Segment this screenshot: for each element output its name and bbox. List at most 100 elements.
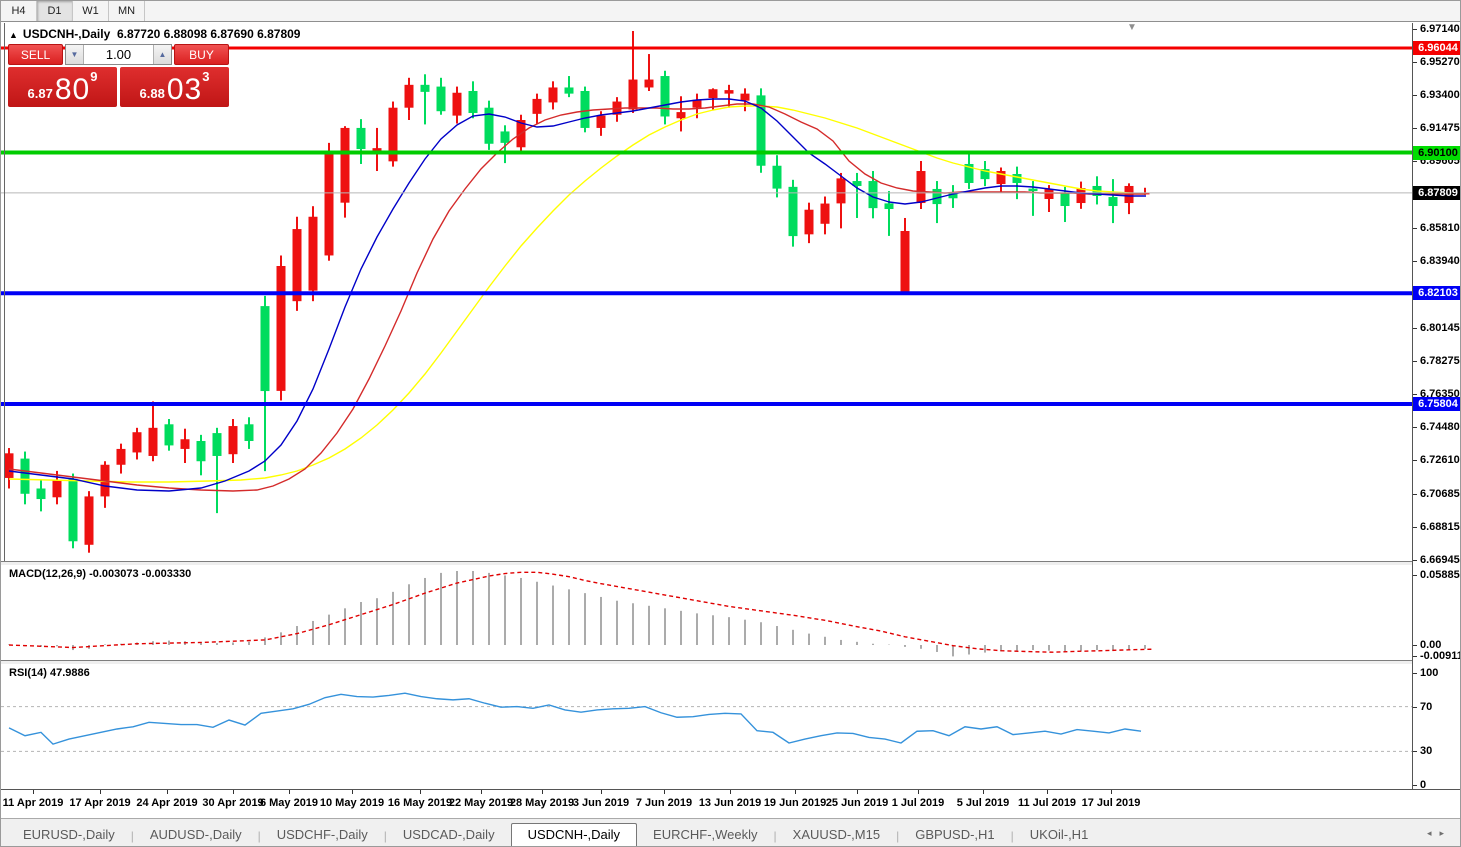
price-axis-label: 6.83940 [1420, 254, 1460, 267]
rsi-axis-30: 30 [1420, 745, 1433, 758]
date-tick [420, 790, 421, 794]
candle-body [324, 153, 334, 256]
macd-axis-zero: 0.00 [1420, 639, 1442, 651]
axis-tick [1413, 751, 1417, 753]
candle-body [1060, 193, 1070, 207]
date-tick [233, 790, 234, 794]
candle-body [804, 209, 814, 235]
price-axis-label: 6.72610 [1420, 454, 1460, 467]
tab-audusd-daily[interactable]: AUDUSD-,Daily [149, 827, 242, 842]
timeframe-button-d1[interactable]: D1 [37, 1, 73, 21]
volume-input[interactable]: 1.00 [105, 47, 132, 62]
date-tick [601, 790, 602, 794]
price-axis-label: 6.70685 [1420, 488, 1460, 501]
price-axis-label: 6.78275 [1420, 354, 1460, 367]
collapse-triangle-icon[interactable]: ▲ [9, 30, 18, 40]
date-tick [1047, 790, 1048, 794]
macd-panel[interactable] [1, 565, 1412, 660]
candle-body [36, 488, 46, 500]
candle-body [772, 165, 782, 189]
macd-label: MACD(12,26,9) -0.003073 -0.003330 [9, 568, 192, 580]
candle-body [580, 90, 590, 128]
tab-usdcad-daily[interactable]: USDCAD-,Daily [402, 827, 495, 842]
candle-body [340, 127, 350, 203]
axis-tick [1413, 655, 1417, 657]
rsi-panel[interactable] [1, 664, 1412, 789]
axis-tick [1413, 360, 1417, 362]
candle-body [740, 93, 750, 101]
date-axis[interactable]: 11 Apr 2019 17 Apr 2019 24 Apr 2019 30 Apr … [1, 789, 1460, 818]
date-tick [730, 790, 731, 794]
candle-body [356, 127, 366, 150]
candle-body [692, 99, 702, 108]
macd-signal-line [8, 571, 1155, 653]
candle-body [4, 453, 14, 478]
sell-price-pip: 9 [90, 69, 98, 84]
date-axis-label: 3 Jun 2019 [572, 797, 630, 809]
tab-usdchf-daily[interactable]: USDCHF-,Daily [276, 827, 368, 842]
ma-mid-line [8, 103, 1146, 492]
candle-body [388, 107, 398, 162]
tab-scroll-arrows: ◂▸ [1427, 828, 1452, 839]
timeframe-button-w1[interactable]: W1 [73, 1, 109, 21]
axis-tick [1413, 574, 1417, 576]
rsi-axis-100: 100 [1420, 667, 1439, 679]
candle-body [820, 203, 830, 224]
volume-spinner: ▼ 1.00 ▲ [65, 44, 172, 65]
tab-eurusd-daily[interactable]: EURUSD-,Daily [23, 827, 115, 842]
date-axis-label: 1 Jul 2019 [891, 797, 945, 809]
date-axis-label: 17 Jul 2019 [1081, 797, 1141, 809]
rsi-axis-70: 70 [1420, 700, 1433, 713]
candle-body [1076, 188, 1086, 204]
date-tick [100, 790, 101, 794]
volume-increase-icon[interactable]: ▲ [153, 45, 171, 64]
axis-tick [1413, 559, 1417, 561]
candle-body [548, 87, 558, 103]
candle-body [900, 230, 910, 293]
tab-xauusd-m15[interactable]: XAUUSD-,M15 [792, 827, 881, 842]
axis-tick [1413, 460, 1417, 462]
price-chart[interactable] [1, 23, 1412, 561]
candle-body [468, 90, 478, 113]
candle-body [20, 458, 30, 494]
timeframe-button-h4[interactable]: H4 [1, 1, 37, 21]
date-axis-label: 10 May 2019 [319, 797, 385, 809]
tab-usdcnh-daily[interactable]: USDCNH-,Daily [510, 823, 638, 846]
volume-decrease-icon[interactable]: ▼ [66, 45, 84, 64]
tab-scroll-right-icon[interactable]: ▸ [1439, 828, 1452, 838]
tab-ukoil-h1[interactable]: UKOil-,H1 [1029, 827, 1089, 842]
chart-shift-marker-icon[interactable]: ▼ [1127, 22, 1137, 33]
timeframe-button-mn[interactable]: MN [109, 1, 145, 21]
buy-price-display[interactable]: 6.88 03 3 [120, 67, 229, 107]
tab-scroll-left-icon[interactable]: ◂ [1426, 828, 1440, 838]
sell-button[interactable]: SELL [8, 44, 63, 65]
date-tick [167, 790, 168, 794]
date-axis-label: 22 May 2019 [448, 797, 514, 809]
candle-body [708, 89, 718, 99]
candle-body [244, 424, 254, 442]
candle-body [84, 496, 94, 545]
buy-button[interactable]: BUY [174, 44, 229, 65]
candle-body [212, 433, 222, 456]
price-axis[interactable]: 6.97140 6.95270 6.93400 6.91475 6.89605 6.858… [1412, 23, 1460, 791]
one-click-trade-panel: SELL ▼ 1.00 ▲ BUY 6.87 80 9 6.88 03 3 [8, 44, 229, 107]
candle-body [916, 171, 926, 204]
tab-eurchf-weekly[interactable]: EURCHF-,Weekly [653, 827, 758, 842]
tab-separator: | [773, 829, 777, 843]
sell-price-display[interactable]: 6.87 80 9 [8, 67, 117, 107]
axis-tick [1413, 526, 1417, 528]
date-tick [542, 790, 543, 794]
rsi-axis-0: 0 [1420, 779, 1427, 791]
price-axis-label: 6.93400 [1420, 88, 1460, 101]
date-tick [33, 790, 34, 794]
tab-gbpusd-h1[interactable]: GBPUSD-,H1 [915, 827, 995, 842]
ma-slow-line [8, 105, 1147, 483]
tab-separator: | [383, 829, 387, 843]
date-axis-label: 25 Jun 2019 [825, 797, 889, 809]
date-tick [918, 790, 919, 794]
price-axis-label: 6.68815 [1420, 520, 1460, 533]
candle-body [52, 479, 62, 498]
date-axis-label: 30 Apr 2019 [202, 797, 264, 809]
candle-body [980, 169, 990, 180]
candle-body [484, 107, 494, 144]
